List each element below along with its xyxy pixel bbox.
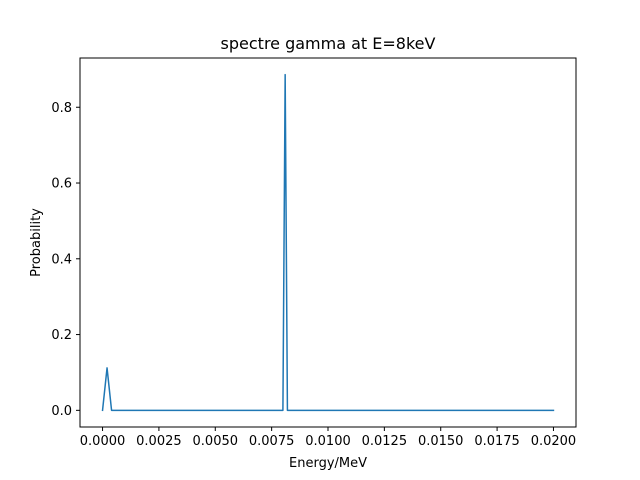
x-tick-label: 0.0175 — [474, 434, 520, 449]
x-tick-label: 0.0100 — [305, 434, 351, 449]
y-tick-label: 0.8 — [51, 101, 72, 116]
x-tick-label: 0.0000 — [80, 434, 126, 449]
y-tick-label: 0.4 — [51, 252, 72, 267]
x-tick-label: 0.0150 — [418, 434, 464, 449]
y-tick-label: 0.2 — [51, 328, 72, 343]
x-tick-label: 0.0050 — [193, 434, 239, 449]
y-axis-label: Probability — [29, 208, 44, 277]
x-tick-label: 0.0200 — [531, 434, 577, 449]
x-axis-ticks: 0.0000 0.0025 0.0050 0.0075 0.0100 0.0125 0.01… — [80, 427, 576, 449]
series-layer — [101, 73, 555, 412]
series-line-0 — [101, 73, 555, 412]
y-tick-label: 0.0 — [51, 404, 72, 419]
y-tick-label: 0.6 — [51, 177, 72, 192]
x-tick-label: 0.0075 — [249, 434, 295, 449]
chart-title: spectre gamma at E=8keV — [221, 34, 436, 53]
plot-area-background — [80, 58, 576, 427]
x-axis-label: Energy/MeV — [289, 456, 367, 471]
x-tick-label: 0.0025 — [136, 434, 182, 449]
x-tick-label: 0.0125 — [362, 434, 408, 449]
y-axis-ticks: 0.0 0.2 0.4 0.6 0.8 — [51, 101, 80, 419]
